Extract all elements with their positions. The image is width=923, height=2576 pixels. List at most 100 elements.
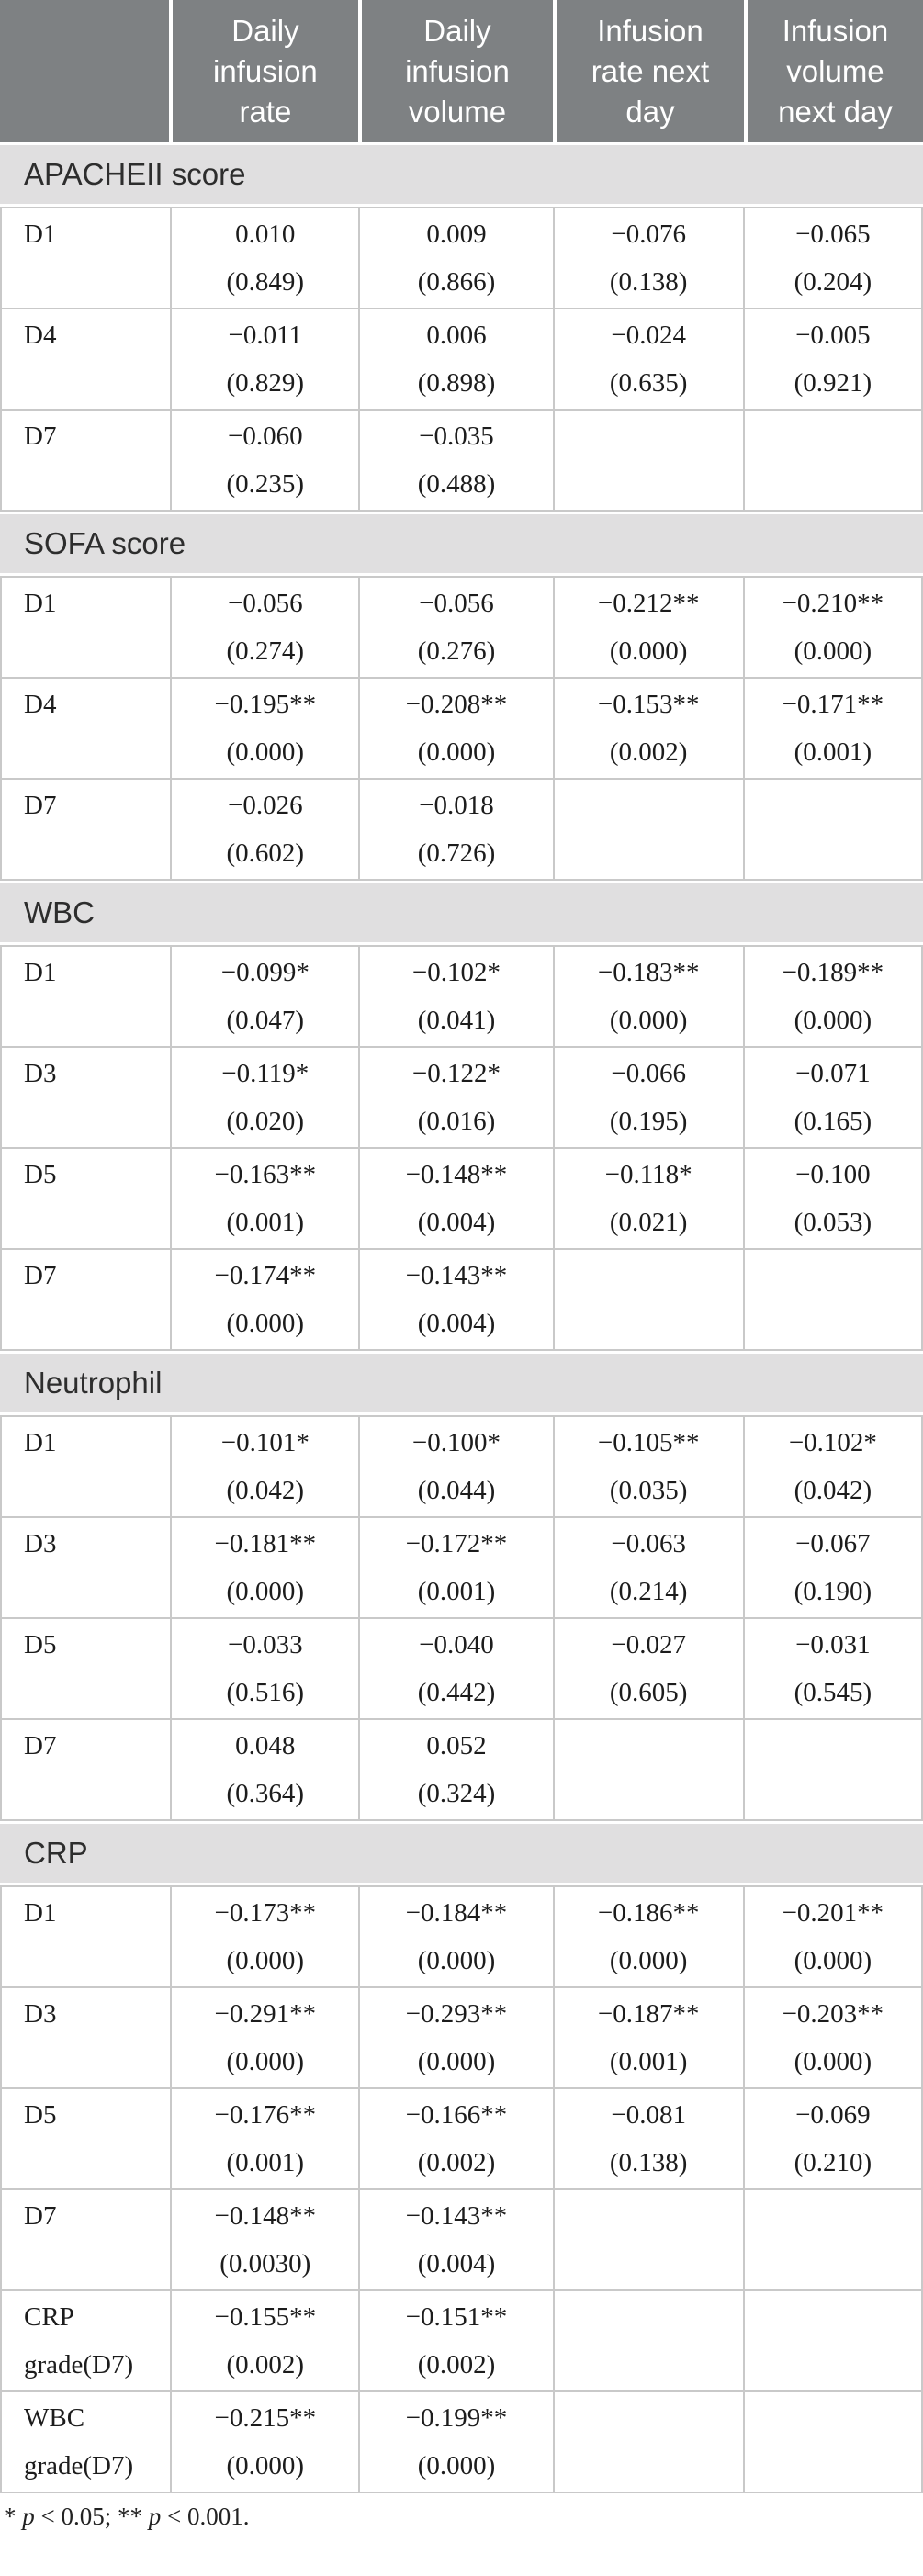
correlation-value: −0.186** [597,1898,700,1928]
correlation-value [555,2394,743,2442]
p-value [555,1299,743,1347]
correlation-value: −0.171** [782,690,884,719]
p-value: (0.364) [226,1779,305,1808]
data-cell: 0.052 (0.324) [358,1720,552,1819]
row-label-line-1: D5 [24,1630,57,1659]
footnote-p-symbol: p [148,2503,162,2530]
p-value: (0.000) [417,1946,496,1975]
row-label: D5 [2,1149,170,1248]
data-cell: −0.151** (0.002) [358,2291,552,2390]
data-cell: −0.119* (0.020) [170,1048,358,1147]
p-value: (0.276) [417,636,496,666]
column-header-daily-infusion-volume: Daily infusion volume [357,0,553,142]
p-value: (0.138) [609,2148,688,2177]
data-cell: −0.143** (0.004) [358,2190,552,2289]
p-value: (0.041) [417,1006,496,1035]
data-cell: 0.006 (0.898) [358,309,552,409]
table-row: D7 −0.060 (0.235) −0.035 (0.488) [2,411,921,512]
correlation-value: −0.071 [795,1059,871,1088]
data-cell: −0.186** (0.000) [552,1887,743,1986]
row-label-line-2 [24,1568,170,1615]
data-cell [742,411,921,510]
section-body: D1 0.010 (0.849) 0.009 (0.866) −0.076 (0.138) −… [0,207,923,512]
row-label-line-2 [24,1669,170,1716]
correlation-value: −0.153** [597,690,700,719]
correlation-value: −0.105** [597,1428,700,1457]
correlation-value: −0.040 [419,1630,494,1659]
row-label: D3 [2,1518,170,1617]
row-label-line-2 [24,1770,170,1817]
table-row: D5 −0.163** (0.001) −0.148** (0.004) −0.118* (… [2,1149,921,1250]
row-label-line-1: D1 [24,219,57,249]
data-cell: −0.291** (0.000) [170,1988,358,2087]
p-value: (0.898) [417,368,496,398]
row-label: D3 [2,1988,170,2087]
data-cell: −0.081 (0.138) [552,2089,743,2188]
correlation-value: −0.163** [214,1160,317,1189]
p-value: (0.165) [794,1107,872,1136]
data-cell: −0.100* (0.044) [358,1417,552,1516]
column-header-label: Daily infusion volume [405,13,510,129]
data-cell: −0.024 (0.635) [552,309,743,409]
correlation-value: −0.026 [227,791,303,820]
table-row: D3 −0.291** (0.000) −0.293** (0.000) −0.187**… [2,1988,921,2089]
row-label: D3 [2,1048,170,1147]
row-label: D5 [2,2089,170,2188]
correlation-value: −0.143** [405,2201,508,2231]
row-label-line-2: grade(D7) [24,2350,134,2379]
p-value: (0.000) [609,1946,688,1975]
row-label-line-2 [24,1937,170,1985]
p-value: (0.004) [417,1309,496,1338]
correlation-value: −0.102* [788,1428,877,1457]
p-value: (0.000) [794,2047,872,2076]
correlation-value: −0.076 [611,219,686,249]
p-value: (0.002) [226,2350,305,2379]
p-value: (0.000) [609,636,688,666]
row-label: CRP grade(D7) [2,2291,170,2390]
p-value: (0.488) [417,469,496,499]
data-cell [552,411,743,510]
data-cell: −0.148** (0.0030) [170,2190,358,2289]
correlation-value [745,1252,921,1299]
correlation-value: 0.006 [426,321,487,350]
correlation-value: −0.118* [604,1160,692,1189]
p-value: (0.204) [794,267,872,297]
p-value: (0.000) [417,2047,496,2076]
data-cell: −0.069 (0.210) [742,2089,921,2188]
footnote-text: < 0.05; ** [34,2503,149,2530]
table-row: D1 0.010 (0.849) 0.009 (0.866) −0.076 (0.138) −… [2,208,921,309]
section-title: CRP [24,1836,88,1870]
p-value: (0.605) [609,1678,688,1707]
section-header-wbc: WBC [0,883,923,942]
p-value: (0.235) [226,469,305,499]
p-value [745,2341,921,2389]
column-header-infusion-rate-next-day: Infusion rate next day [552,0,744,142]
row-label-line-1: WBC [24,2403,85,2433]
row-label-line-2 [24,460,170,508]
p-value: (0.0030) [219,2249,311,2278]
p-value: (0.002) [417,2350,496,2379]
data-cell: −0.102* (0.042) [742,1417,921,1516]
p-value: (0.001) [609,2047,688,2076]
correlation-value [555,1252,743,1299]
p-value: (0.000) [226,1309,305,1338]
row-label: D1 [2,947,170,1046]
data-cell: −0.201** (0.000) [742,1887,921,1986]
p-value: (0.442) [417,1678,496,1707]
correlation-value: −0.119* [221,1059,310,1088]
section-crp: CRP D1 −0.173** (0.000) −0.184** (0.000) −0.18… [0,1824,923,2493]
row-label-line-2 [24,1467,170,1514]
data-cell: −0.189** (0.000) [742,947,921,1046]
data-cell: 0.048 (0.364) [170,1720,358,1819]
table-row: D5 −0.176** (0.001) −0.166** (0.002) −0.081 (0… [2,2089,921,2190]
data-cell: −0.102* (0.041) [358,947,552,1046]
column-header-label: Daily infusion rate [213,13,318,129]
correlation-value: −0.151** [405,2302,508,2332]
p-value: (0.000) [417,737,496,767]
p-value [745,829,921,877]
row-label-line-2 [24,1097,170,1145]
p-value [555,829,743,877]
section-body: D1 −0.056 (0.274) −0.056 (0.276) −0.212** (0.0… [0,576,923,881]
correlation-value: −0.024 [611,321,686,350]
p-value: (0.138) [609,267,688,297]
